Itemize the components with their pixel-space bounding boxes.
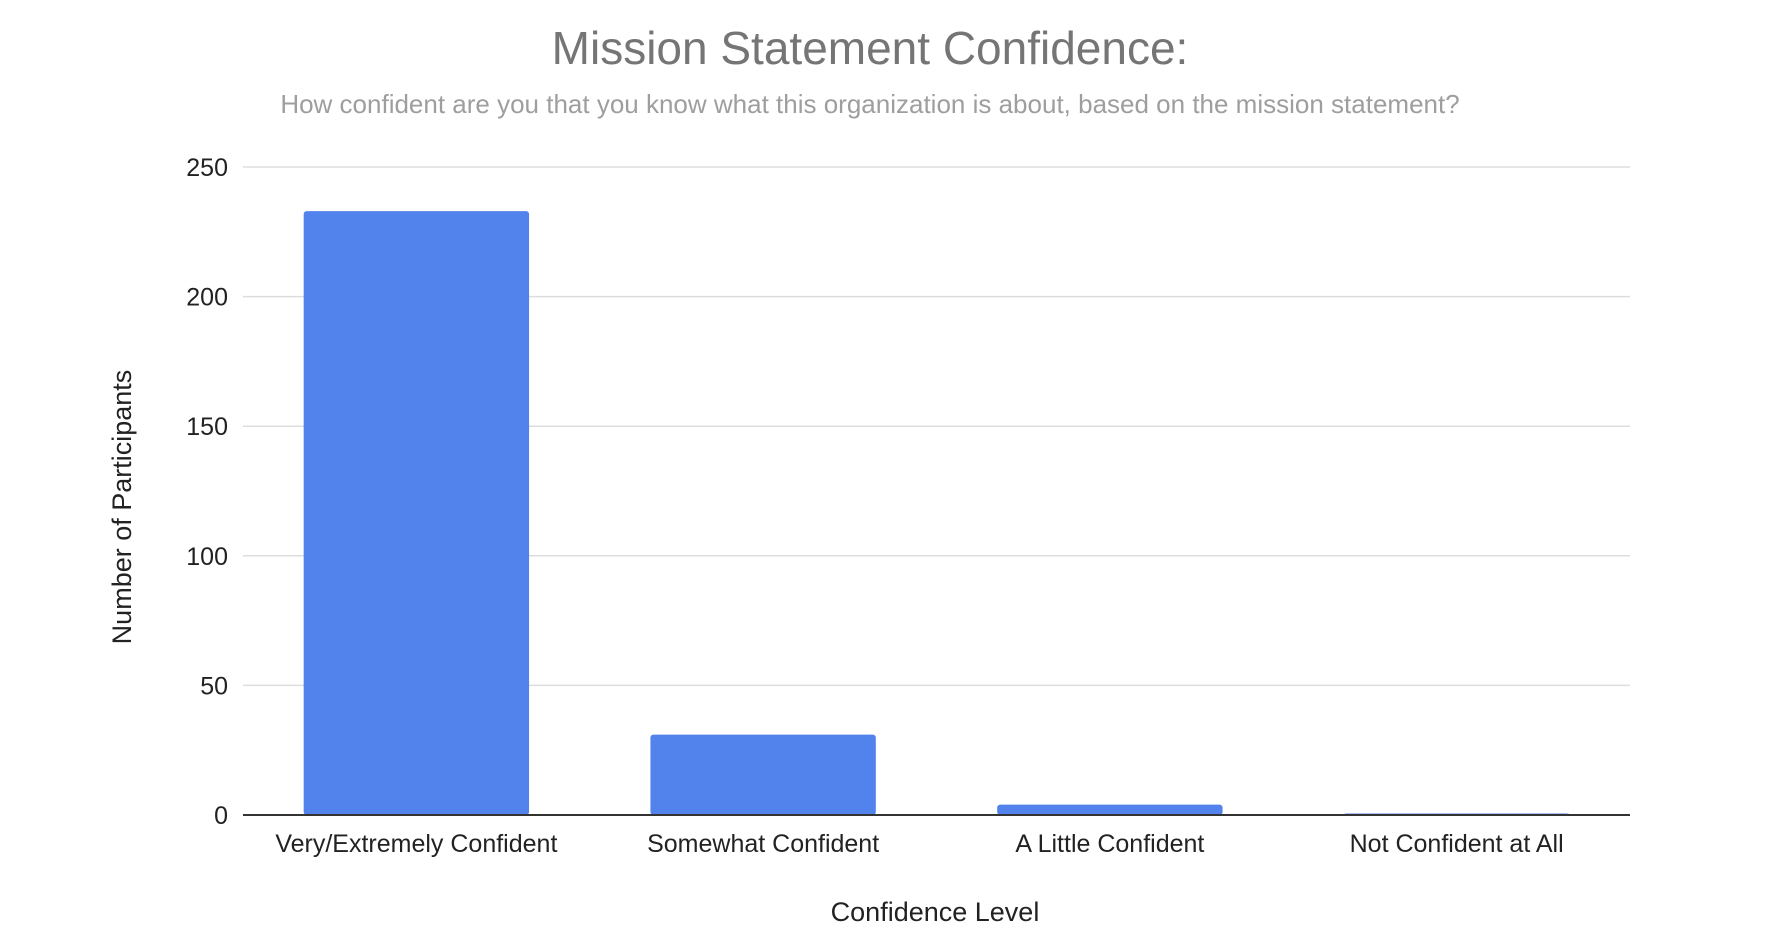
chart-subtitle: How confident are you that you know what… [280, 89, 1459, 119]
x-tick-label: A Little Confident [1015, 830, 1204, 858]
bars [303, 211, 1570, 816]
x-tick-label: Very/Extremely Confident [275, 830, 557, 858]
x-axis-label: Confidence Level [831, 897, 1040, 927]
x-tick-label: Not Confident at All [1350, 830, 1564, 858]
y-tick-label: 250 [186, 154, 228, 182]
y-tick-label: 150 [186, 413, 228, 441]
y-tick-label: 0 [214, 802, 228, 830]
bar [303, 211, 530, 816]
y-tick-label: 100 [186, 543, 228, 571]
bar [650, 734, 876, 815]
bar [997, 804, 1223, 815]
y-axis-label: Number of Participants [107, 370, 137, 645]
y-axis-ticks: 0 50 100 150 200 250 [186, 154, 228, 830]
chart-title: Mission Statement Confidence: [552, 22, 1189, 74]
x-axis-ticks: Very/Extremely Confident Somewhat Confide… [275, 830, 1563, 858]
y-tick-label: 50 [200, 672, 228, 700]
x-tick-label: Somewhat Confident [647, 830, 879, 858]
y-tick-label: 200 [186, 284, 228, 312]
